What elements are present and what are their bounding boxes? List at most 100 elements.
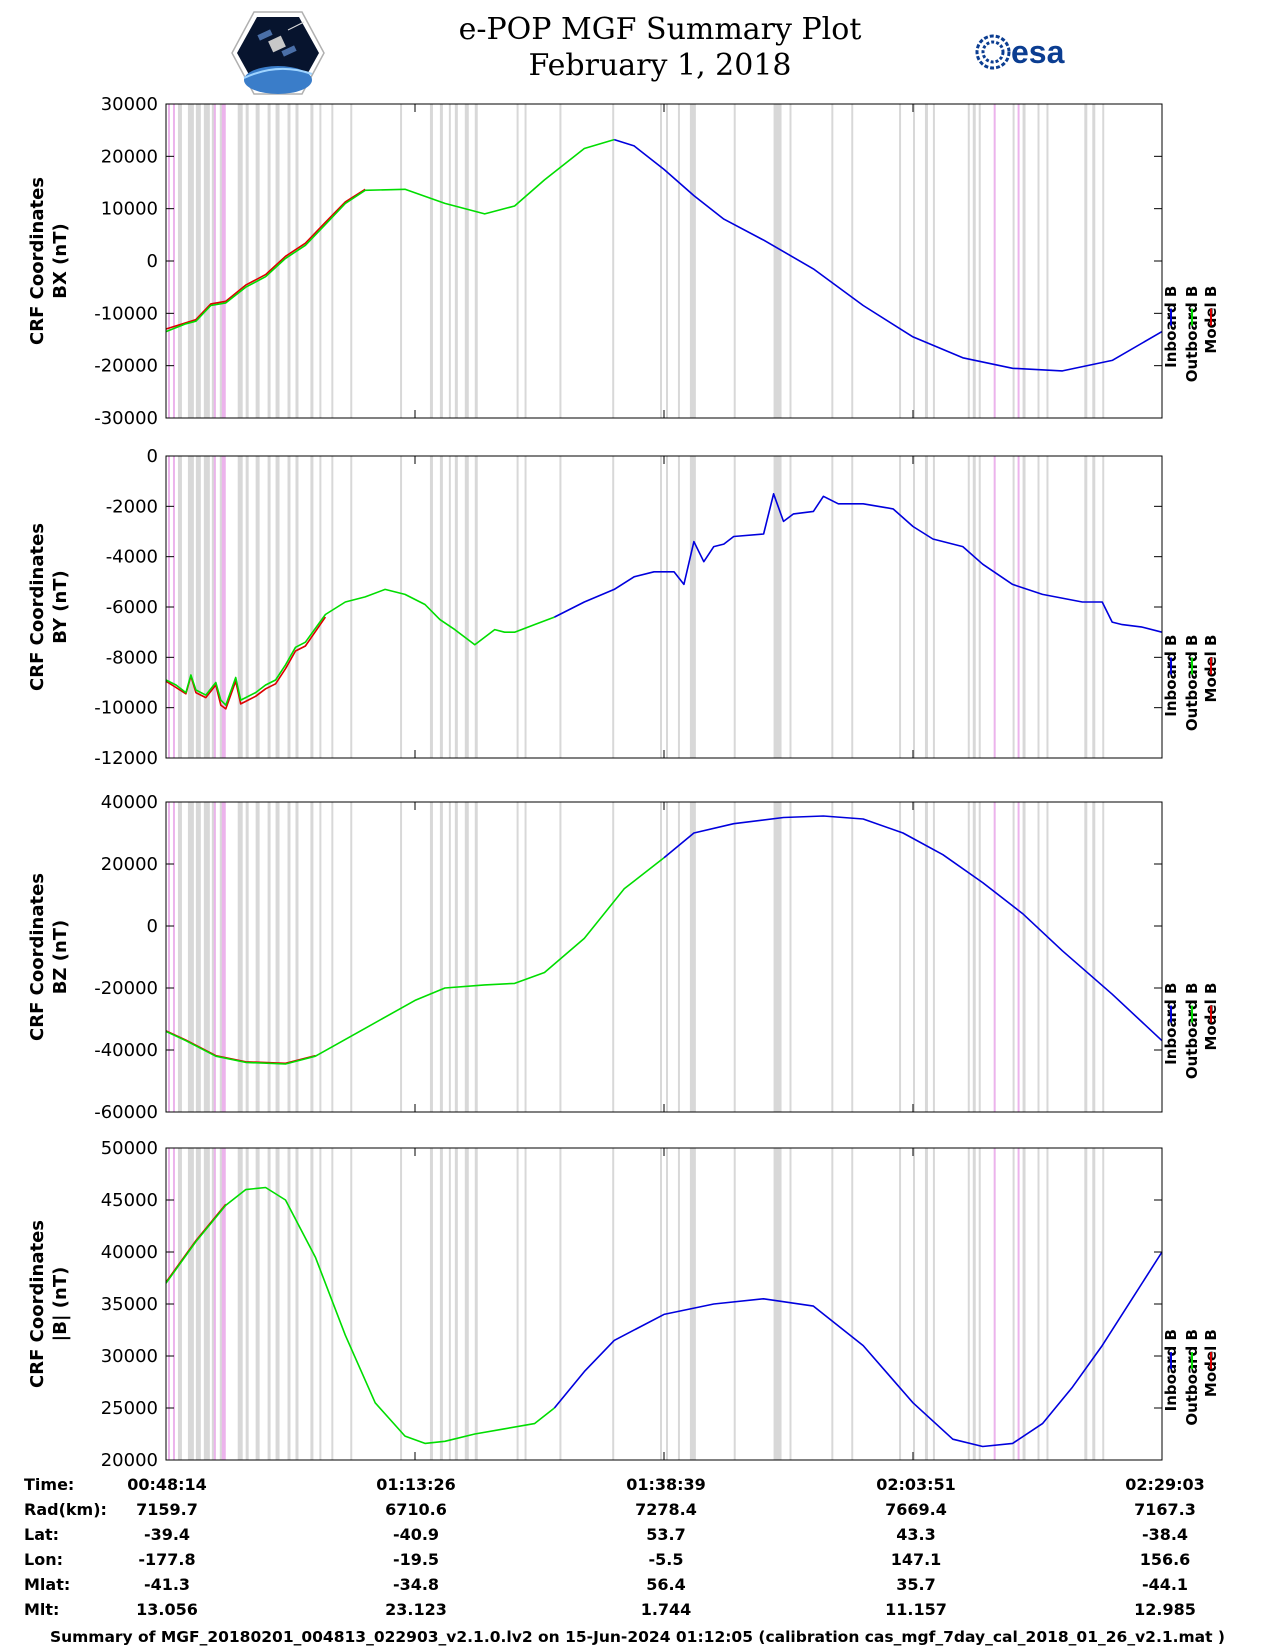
y-axis-label-line1: CRF Coordinates (27, 177, 48, 345)
gray-band (913, 1148, 915, 1460)
series-inboard-b (663, 815, 1163, 1042)
series-outboard-b (165, 588, 555, 706)
gray-band (429, 104, 433, 418)
y-axis-label-line1: CRF Coordinates (27, 1220, 48, 1388)
gray-band (350, 802, 353, 1112)
y-tick-label: 40000 (101, 792, 158, 813)
gray-band (255, 1148, 260, 1460)
gray-band (245, 456, 249, 758)
gray-band (559, 1148, 562, 1460)
series-inboard-b (613, 138, 1163, 372)
gray-band (448, 104, 451, 418)
gray-band (665, 456, 668, 758)
y-tick-label: -8000 (106, 647, 158, 668)
gray-band (913, 802, 915, 1112)
gray-band (400, 456, 403, 758)
plot-title: e-POP MGF Summary Plot February 1, 2018 (380, 12, 940, 84)
gray-band (1022, 456, 1026, 758)
axis-cell-value: 13.056 (136, 1600, 198, 1619)
gray-band (612, 456, 615, 758)
legend-label-1: Outboard B (1183, 983, 1201, 1080)
gray-band (689, 1148, 696, 1460)
gray-band (972, 456, 976, 758)
gray-band (310, 104, 314, 418)
axis-cell-value: 01:38:39 (626, 1475, 706, 1494)
axis-cell-value: -41.3 (144, 1575, 190, 1594)
gray-band (831, 802, 834, 1112)
gray-band (1102, 1148, 1105, 1460)
axis-cell-value: 01:13:26 (376, 1475, 456, 1494)
gray-band (439, 104, 443, 418)
gray-band (1084, 802, 1088, 1112)
gray-band (275, 456, 280, 758)
legend-label-1: Outboard B (1183, 1329, 1201, 1426)
gray-band (187, 104, 194, 418)
gray-band (295, 456, 299, 758)
gray-band (831, 456, 834, 758)
y-tick-label: -40000 (94, 1040, 158, 1061)
gray-band (1084, 104, 1088, 418)
gray-band (1012, 802, 1015, 1112)
gray-band (524, 1148, 527, 1460)
gray-band (932, 104, 935, 418)
series-outboard-b (165, 138, 615, 333)
gray-band (1022, 1148, 1026, 1460)
axis-cell-value: 02:29:03 (1125, 1475, 1205, 1494)
gray-band (660, 456, 663, 758)
gray-band (331, 456, 334, 758)
gray-band (237, 456, 243, 758)
y-tick-label: -6000 (106, 597, 158, 618)
axis-cell-value: 53.7 (646, 1525, 685, 1544)
gray-band (967, 802, 970, 1112)
pink-band (993, 802, 996, 1112)
gray-band (932, 802, 935, 1112)
gray-band (972, 1148, 976, 1460)
pink-band (1017, 1148, 1020, 1460)
gray-band (474, 802, 478, 1112)
gray-band (400, 104, 403, 418)
gray-band (177, 104, 182, 418)
pink-band (221, 1148, 226, 1460)
gray-band (310, 802, 314, 1112)
gray-band (665, 1148, 668, 1460)
gray-band (187, 1148, 194, 1460)
gray-band (665, 802, 668, 1112)
gray-band (516, 1148, 519, 1460)
gray-band (851, 104, 854, 418)
y-tick-label: -30000 (94, 408, 158, 429)
axis-cell-value: 56.4 (646, 1575, 685, 1594)
legend-label-0: Inboard B (1162, 1329, 1180, 1411)
footer-caption: Summary of MGF_20180201_004813_022903_v2… (49, 1628, 1226, 1646)
legend-label-0: Inboard B (1162, 635, 1180, 717)
gray-band (255, 802, 260, 1112)
legend-label-1: Outboard B (1183, 286, 1201, 383)
y-tick-label: 20000 (101, 146, 158, 167)
axis-cell-value: -44.1 (1142, 1575, 1188, 1594)
y-tick-label: 45000 (101, 1190, 158, 1211)
gray-band (1037, 104, 1040, 418)
gray-band (689, 456, 696, 758)
y-tick-label: 50000 (101, 1138, 158, 1159)
gray-band (789, 1148, 792, 1460)
pink-band (213, 802, 216, 1112)
gray-band (524, 104, 527, 418)
y-axis-label-line1: CRF Coordinates (27, 873, 48, 1041)
gray-band (195, 1148, 201, 1460)
gray-band (913, 104, 915, 418)
y-tick-label: 0 (147, 446, 158, 467)
axis-cell-value: 147.1 (891, 1550, 942, 1569)
gray-band (516, 802, 519, 1112)
gray-band (1037, 456, 1040, 758)
gray-band (319, 1148, 322, 1460)
axis-cell-value: -34.8 (393, 1575, 439, 1594)
gray-band (1012, 1148, 1015, 1460)
series-outboard-b (165, 1186, 555, 1445)
gray-band (972, 104, 976, 418)
gray-band (660, 802, 663, 1112)
gray-band (211, 802, 216, 1112)
gray-band (448, 802, 451, 1112)
pink-band (993, 1148, 996, 1460)
gray-band (454, 802, 458, 1112)
y-tick-label: -20000 (94, 356, 158, 377)
